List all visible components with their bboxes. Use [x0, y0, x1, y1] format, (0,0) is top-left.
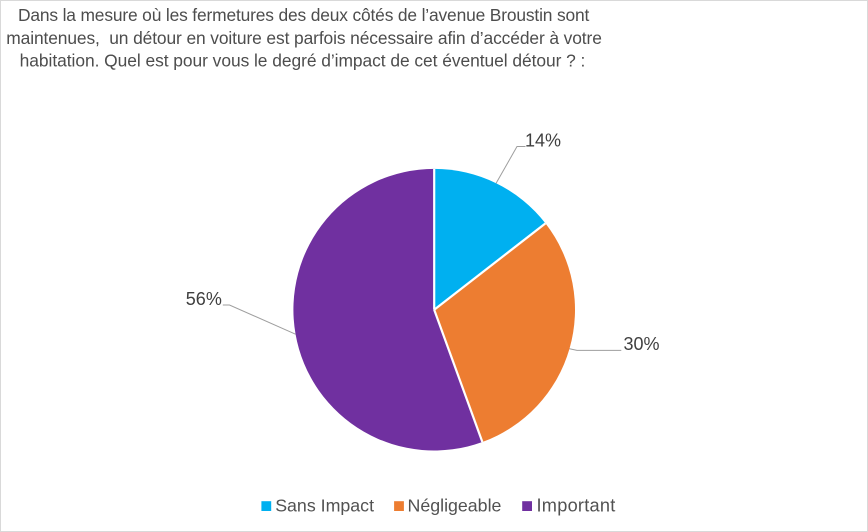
svg-text:Important: Important — [537, 496, 616, 516]
svg-text:maintenues, un détour en voit: maintenues, un détour en voiture est par… — [6, 28, 602, 48]
svg-text:30%: 30% — [624, 334, 660, 354]
svg-text:Dans la mesure où les fermetur: Dans la mesure où les fermetures des deu… — [18, 5, 590, 25]
svg-text:Sans Impact: Sans Impact — [275, 496, 374, 516]
svg-text:habitation. Quel est pour vous: habitation. Quel est pour vous le degré … — [20, 51, 586, 71]
svg-text:14%: 14% — [525, 131, 561, 151]
svg-text:Négligeable: Négligeable — [408, 496, 502, 516]
svg-text:56%: 56% — [186, 289, 222, 309]
